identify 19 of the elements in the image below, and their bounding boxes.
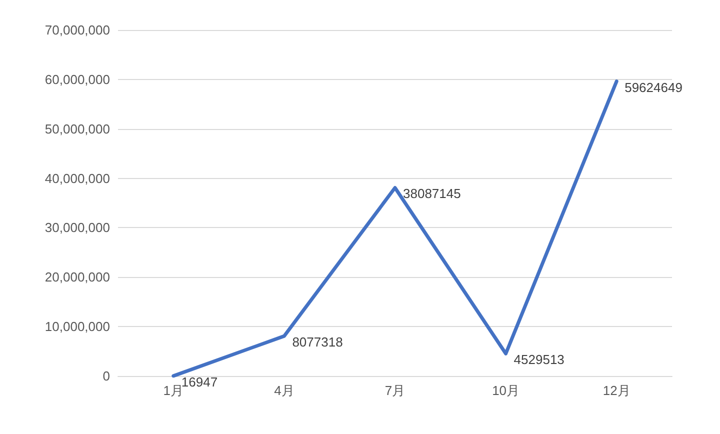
data-label: 16947 [181,374,218,390]
x-tick-label: 7月 [384,383,406,398]
data-label: 4529513 [514,352,564,368]
y-tick-label: 0 [102,368,110,384]
x-tick-label: 10月 [492,383,520,398]
y-tick-label: 70,000,000 [44,22,110,38]
data-label: 8077318 [292,334,343,350]
y-tick-label: 10,000,000 [44,319,110,334]
y-tick-label: 20,000,000 [44,270,110,285]
data-label: 59624649 [624,80,682,95]
x-tick-label: 12月 [602,383,630,398]
line-series [172,80,618,378]
y-tick-label: 30,000,000 [44,220,110,236]
data-label: 38087145 [403,186,461,202]
y-tick-label: 40,000,000 [44,170,110,186]
y-tick-label: 60,000,000 [44,72,110,87]
x-tick-label: 4月 [274,383,294,398]
y-tick-label: 50,000,000 [44,121,110,136]
x-tick-label: 1月 [163,383,184,398]
